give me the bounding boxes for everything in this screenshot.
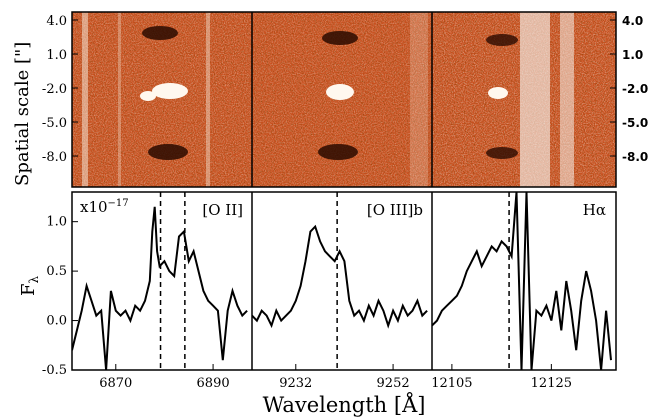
spectrum-line xyxy=(252,224,428,329)
x-tick-label: 6870 xyxy=(99,376,132,391)
x-tick-label: 9232 xyxy=(279,376,312,391)
spectrum-panel-2 xyxy=(432,192,612,370)
spatial-tick-label: 1.0 xyxy=(622,48,643,62)
spatial-tick-label: -5.0 xyxy=(42,116,67,131)
x-tick-label: 12125 xyxy=(531,376,572,391)
spectrum-panel-0 xyxy=(72,192,248,370)
spatial-tick-label: 4.0 xyxy=(622,14,643,28)
panel-label-oiii: [O III]b xyxy=(367,201,423,219)
spatial-axis-left: 4.0 1.0 -2.0 -5.0 -8.0 xyxy=(42,14,78,165)
spatial-tick-label: -8.0 xyxy=(622,150,648,164)
spectrum-2d-panels xyxy=(71,11,617,188)
x-tick-label: 12105 xyxy=(431,376,472,391)
spectrum-2d-oii xyxy=(72,12,252,187)
y-tick-label: 0.5 xyxy=(46,264,67,279)
spatial-tick-label: -2.0 xyxy=(42,82,67,97)
y-axis-title-flux: Fλ xyxy=(18,276,41,297)
x-axis-title: Wavelength [Å] xyxy=(263,392,426,417)
spatial-tick-label: -2.0 xyxy=(622,82,648,96)
panel-label-halpha: Hα xyxy=(583,201,606,219)
y-axis-title-spatial: Spatial scale ["] xyxy=(12,42,33,186)
wavelength-axis: 6870 6890 9232 9252 12105 12125 xyxy=(99,364,572,391)
spectrum-2d-oiii xyxy=(252,12,432,187)
spectrum-line xyxy=(432,192,612,370)
x-tick-label: 9252 xyxy=(377,376,410,391)
spectrum-panel-1 xyxy=(252,192,428,370)
y-tick-label: -0.5 xyxy=(42,363,67,378)
spatial-tick-label: -8.0 xyxy=(42,150,67,165)
spatial-tick-label: 4.0 xyxy=(46,14,67,29)
flux-multiplier: x10−17 xyxy=(80,198,129,216)
spatial-tick-label: -5.0 xyxy=(622,116,648,130)
x-tick-label: 6890 xyxy=(197,376,230,391)
spatial-axis-right: 4.0 1.0 -2.0 -5.0 -8.0 xyxy=(610,14,648,164)
flux-axis: 1.0 0.5 0.0 -0.5 xyxy=(42,215,78,378)
spectrum-2d-halpha xyxy=(432,12,616,187)
spectrum-line xyxy=(72,206,248,370)
panel-label-oii: [O II] xyxy=(202,201,243,219)
y-tick-label: 1.0 xyxy=(46,215,67,230)
y-tick-label: 0.0 xyxy=(46,314,67,329)
spatial-tick-label: 1.0 xyxy=(46,48,67,63)
